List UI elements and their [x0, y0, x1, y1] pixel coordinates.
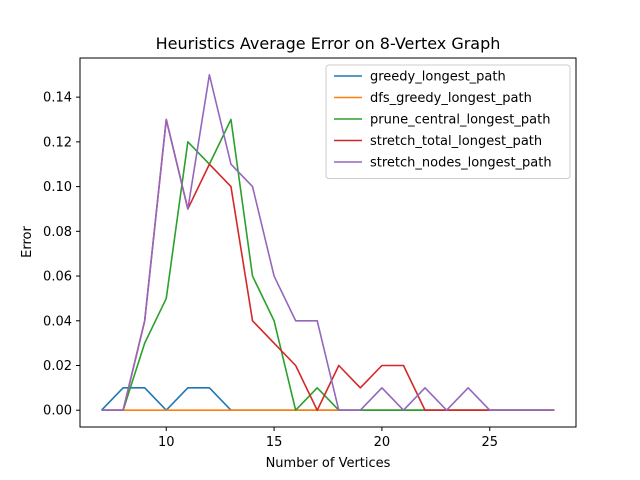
y-tick-label: 0.04 [43, 314, 72, 329]
series-line-stretch-nodes-longest-path [101, 73, 555, 412]
x-tick-label: 10 [158, 435, 175, 450]
x-axis-ticks: 10 15 20 25 [158, 427, 498, 450]
y-tick-label: 0.10 [43, 180, 72, 195]
legend-box [325, 64, 571, 179]
y-tick-label: 0.12 [43, 135, 72, 150]
chart-title: Heuristics Average Error on 8-Vertex Gra… [156, 34, 501, 53]
y-tick-label: 0.02 [43, 359, 72, 374]
legend-label: stretch_nodes_longest_path [370, 156, 552, 171]
y-tick-label: 0.14 [43, 91, 72, 106]
series-layer [100, 73, 555, 412]
legend-label: prune_central_longest_path [370, 113, 550, 128]
y-tick-label: 0.06 [43, 270, 72, 285]
x-tick-label: 15 [266, 435, 283, 450]
legend-label: dfs_greedy_longest_path [370, 91, 532, 106]
x-tick-label: 20 [374, 435, 391, 450]
y-tick-label: 0.00 [43, 404, 72, 419]
y-axis-ticks: 0.00 0.02 0.04 0.06 0.08 0.10 0.12 0.14 [43, 91, 80, 419]
legend-label: greedy_longest_path [370, 70, 506, 85]
y-tick-label: 0.08 [43, 225, 72, 240]
x-tick-label: 25 [481, 435, 498, 450]
legend: greedy_longest_path dfs_greedy_longest_pa… [325, 64, 571, 179]
legend-label: stretch_total_longest_path [370, 134, 542, 149]
x-axis-label: Number of Vertices [266, 456, 391, 471]
plot-frame [79, 57, 577, 428]
y-axis-label: Error [20, 226, 35, 258]
